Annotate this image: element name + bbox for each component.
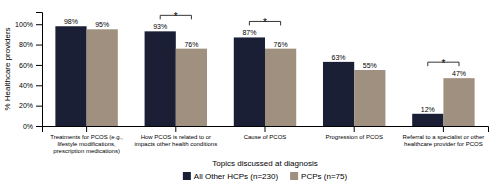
plot: 0% 20% 40% 60% 80% 100% Treatments for PCOS (e… [3, 11, 489, 168]
y-axis-title: % Healthcare providers [3, 27, 12, 110]
x-tick-label: Treatments for PCOS (e.g.,lifestyle modi… [50, 134, 123, 154]
data-label: 12% [421, 106, 435, 113]
bar [87, 29, 118, 126]
legend: All Other HCPs (n=230) PCPs (n=75) [183, 172, 348, 181]
legend-item: All Other HCPs (n=230) [183, 172, 279, 181]
data-labels: 98% 93% 87% 63% 12% 95% 76% 76% 55% 47% [64, 18, 466, 113]
x-tick-mark [443, 126, 444, 132]
x-tick: Progression of PCOS [326, 126, 383, 140]
x-tick-mark [354, 126, 355, 132]
legend-swatch [183, 172, 191, 180]
bar [176, 49, 207, 126]
chart-container: 0% 20% 40% 60% 80% 100% Treatments for PCOS (e… [0, 0, 500, 188]
data-label: 98% [64, 18, 78, 25]
chart-svg: 0% 20% 40% 60% 80% 100% Treatments for PCOS (e… [0, 0, 500, 188]
y-tick: 0% [23, 123, 42, 130]
y-tick-mark [36, 106, 42, 107]
data-label: 93% [153, 23, 167, 30]
y-tick-label: 100% [15, 21, 33, 28]
y-tick: 40% [19, 82, 42, 89]
data-label: 63% [332, 54, 346, 61]
y-tick-mark [36, 85, 42, 86]
x-tick-label: Cause of PCOS [244, 134, 287, 140]
y-tick-label: 60% [19, 62, 33, 69]
legend-item: PCPs (n=75) [290, 172, 347, 181]
annotation: * [263, 17, 267, 28]
annotation: * [174, 11, 178, 22]
y-tick-label: 40% [19, 82, 33, 89]
x-tick-label: How PCOS is related to orimpacts other h… [134, 134, 217, 147]
bar-series [87, 29, 475, 126]
y-tick-mark [36, 65, 42, 66]
data-label: 76% [184, 41, 198, 48]
x-tick-label-line: Treatments for PCOS (e.g., [50, 134, 123, 140]
bars [55, 26, 474, 126]
x-tick: How PCOS is related to orimpacts other h… [134, 126, 217, 147]
x-tick-label: Referral to a specialist or otherhealthc… [403, 134, 485, 147]
x-axis-title: Topics discussed at diagnosis [212, 159, 317, 168]
y-axis: 0% 20% 40% 60% 80% 100% [15, 13, 42, 130]
y-tick-mark [36, 126, 42, 127]
y-tick: 20% [19, 102, 42, 109]
bar [354, 70, 385, 126]
x-axis-line [43, 127, 489, 133]
x-tick-label-line: healthcare provider for PCOS [404, 141, 483, 147]
annotation: * [441, 58, 445, 69]
bar [443, 78, 474, 126]
x-axis: Treatments for PCOS (e.g.,lifestyle modi… [43, 126, 489, 154]
bar [323, 62, 354, 126]
bar [412, 114, 443, 126]
x-tick-label-line: Progression of PCOS [326, 134, 383, 140]
bar [265, 49, 296, 126]
x-tick: Cause of PCOS [244, 126, 287, 140]
data-label: 76% [274, 41, 288, 48]
y-axis-line [36, 13, 43, 127]
x-tick: Referral to a specialist or otherhealthc… [403, 126, 485, 147]
x-tick-mark [86, 126, 87, 132]
y-tick-label: 80% [19, 41, 33, 48]
x-tick-label-line: How PCOS is related to or [141, 134, 211, 140]
y-tick: 60% [19, 62, 42, 69]
data-label: 47% [452, 70, 466, 77]
y-tick-mark [36, 24, 42, 25]
x-tick-label-line: prescription medications) [53, 148, 120, 154]
y-tick-label: 20% [19, 102, 33, 109]
legend-swatch [290, 172, 298, 180]
bar [55, 26, 86, 126]
y-tick-mark [36, 45, 42, 46]
x-tick-mark [265, 126, 266, 132]
legend-label: All Other HCPs (n=230) [194, 172, 279, 181]
x-tick-label-line: impacts other health conditions [134, 141, 217, 147]
y-tick-label: 0% [23, 123, 33, 130]
x-tick-mark [175, 126, 176, 132]
data-label: 55% [363, 62, 377, 69]
x-tick: Treatments for PCOS (e.g.,lifestyle modi… [50, 126, 123, 154]
x-tick-label-line: Referral to a specialist or other [403, 134, 485, 140]
legend-label: PCPs (n=75) [301, 172, 347, 181]
data-label: 95% [95, 21, 109, 28]
y-tick: 100% [15, 21, 42, 28]
annotations: * * * [160, 11, 459, 69]
x-tick-label: Progression of PCOS [326, 134, 383, 140]
x-tick-label-line: Cause of PCOS [244, 134, 287, 140]
data-label: 87% [242, 29, 256, 36]
bar [234, 37, 265, 126]
bar-series [55, 26, 443, 126]
y-tick: 80% [19, 41, 42, 48]
x-tick-label-line: lifestyle modifications, [57, 141, 116, 147]
bar [145, 31, 176, 126]
